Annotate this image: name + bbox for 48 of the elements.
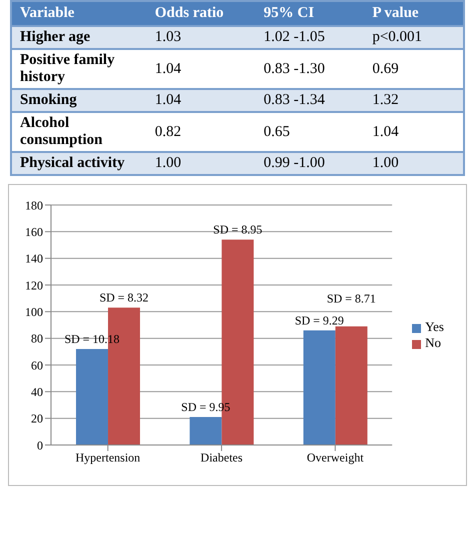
text: 1.00 [154,154,182,173]
y-tick-label: 60 [31,358,43,372]
category-label: 95% CI [262,4,316,23]
x-tick-label: Hypertension [76,450,140,465]
text: Physical activity [19,154,126,173]
annotation: SD = 8.95 [213,222,262,237]
text: 0.83 -1.30 [262,60,326,78]
annotation: SD = 9.29 [294,313,344,328]
text: 0.99 -1.00 [262,154,326,173]
text: 0.65 [262,122,291,142]
legend-label: No [425,335,441,350]
text: 0.69 [371,60,400,78]
text: 0.83 -1.34 [262,91,326,110]
text: 1.03 [154,28,182,47]
category-label: Variable [19,4,76,23]
text: 1.04 [154,91,182,110]
y-tick-label: 40 [31,384,43,399]
text: 1.04 [371,122,400,142]
text: Higher age [19,28,92,47]
text: Smoking [19,91,78,110]
bar [190,417,222,445]
text: 1.32 [371,91,400,110]
text: 1.00 [371,154,400,173]
annotation: SD = 8.32 [99,290,149,305]
text: 1.02 -1.05 [262,28,326,47]
y-tick-label: 140 [25,252,43,266]
text: 0.82 [154,122,182,142]
y-tick-label: 180 [25,198,43,212]
bar [335,326,368,445]
text: p<0.001 [371,28,424,47]
bar [303,330,336,445]
legend-label: Yes [425,319,444,334]
y-tick-label: 20 [31,412,43,426]
text: Positive family history [19,51,116,87]
annotation: SD = 8.71 [326,291,376,306]
y-tick-label: 0 [37,438,43,452]
text: 1.04 [154,60,182,78]
bar [76,349,108,445]
x-tick-label: Overweight [306,450,364,465]
x-tick-label: Diabetes [200,450,243,465]
y-tick-label: 100 [25,304,43,319]
category-label: Odds ratio [154,4,225,23]
annotation: SD = 10.18 [64,332,120,346]
y-tick-label: 80 [31,332,43,346]
category-label: P value [371,4,420,23]
y-tick-label: 120 [25,278,43,292]
y-tick-label: 160 [25,224,43,239]
text: Alcohol consumption [19,114,104,150]
